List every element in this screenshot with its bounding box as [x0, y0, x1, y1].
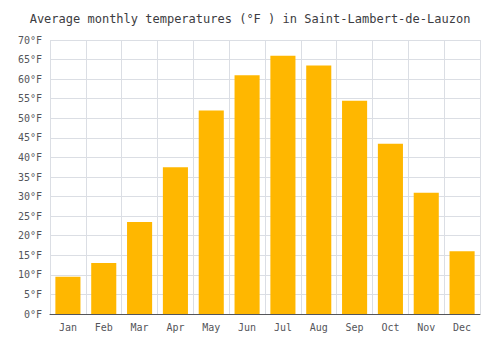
- svg-text:40°F: 40°F: [18, 152, 42, 163]
- svg-text:15°F: 15°F: [18, 250, 42, 261]
- svg-text:35°F: 35°F: [18, 172, 42, 183]
- svg-text:70°F: 70°F: [18, 35, 42, 46]
- svg-text:Jul: Jul: [274, 322, 292, 333]
- svg-text:0°F: 0°F: [24, 309, 42, 320]
- svg-text:Sep: Sep: [346, 322, 364, 333]
- svg-text:May: May: [202, 322, 220, 333]
- svg-text:30°F: 30°F: [18, 191, 42, 202]
- svg-text:Feb: Feb: [95, 322, 113, 333]
- svg-text:50°F: 50°F: [18, 113, 42, 124]
- svg-text:Jan: Jan: [59, 322, 77, 333]
- svg-text:45°F: 45°F: [18, 132, 42, 143]
- svg-text:Mar: Mar: [131, 322, 149, 333]
- svg-text:55°F: 55°F: [18, 93, 42, 104]
- svg-text:20°F: 20°F: [18, 230, 42, 241]
- svg-text:65°F: 65°F: [18, 54, 42, 65]
- svg-text:Oct: Oct: [381, 322, 399, 333]
- svg-text:Aug: Aug: [310, 322, 328, 333]
- svg-text:Nov: Nov: [417, 322, 435, 333]
- svg-text:Dec: Dec: [453, 322, 471, 333]
- svg-text:Average monthly temperatures (: Average monthly temperatures (°F ) in Sa…: [30, 12, 471, 26]
- svg-text:60°F: 60°F: [18, 74, 42, 85]
- svg-text:10°F: 10°F: [18, 269, 42, 280]
- svg-text:Jun: Jun: [238, 322, 256, 333]
- svg-text:25°F: 25°F: [18, 211, 42, 222]
- svg-text:Apr: Apr: [166, 322, 184, 333]
- svg-text:5°F: 5°F: [24, 289, 42, 300]
